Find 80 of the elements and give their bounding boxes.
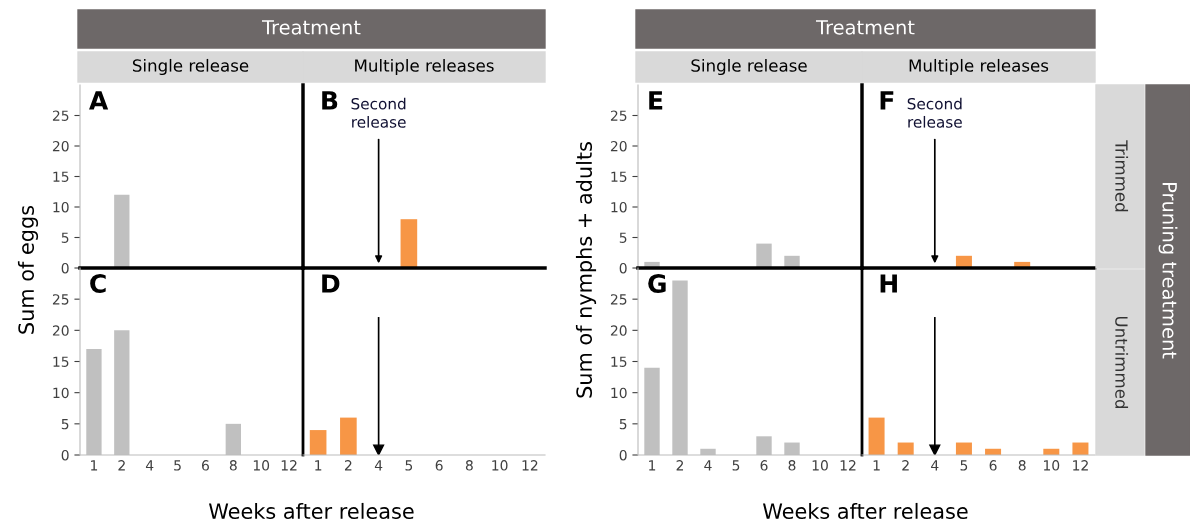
- x-tick-label: 12: [840, 460, 856, 471]
- y-tick-label: 20: [610, 140, 627, 152]
- text: Trimmed: [1115, 140, 1129, 212]
- text: Single release: [691, 58, 807, 76]
- y-tick-label: 25: [610, 110, 627, 121]
- x-tick-label: 1: [315, 460, 322, 471]
- y-tick-label: 25: [52, 110, 69, 121]
- bar: [756, 243, 772, 268]
- x-tick-label: 12: [1073, 460, 1088, 471]
- x-tick-label: 6: [201, 460, 209, 471]
- y-axis-title: Sum of eggs: [17, 205, 39, 334]
- y-tick-label: 20: [52, 325, 69, 336]
- text: Multiple releases: [355, 58, 494, 76]
- y-tick-label: 10: [611, 201, 627, 213]
- chart-title: D: [322, 274, 340, 293]
- x-tick-label: 8: [788, 460, 796, 471]
- y-tick-label: 15: [53, 356, 69, 367]
- x-tick-label: 12: [522, 460, 538, 471]
- y-tick-label: 5: [61, 232, 69, 243]
- x-tick-label: 10: [812, 460, 828, 471]
- x-tick-label: 1: [91, 460, 98, 471]
- x-tick-label: 12: [281, 460, 297, 471]
- y-axis-title: Sum of nymphs + adults: [575, 142, 597, 398]
- x-tick-label: 10: [253, 460, 270, 471]
- x-tick-label: 4: [704, 460, 712, 471]
- text: Untrimmed: [1115, 316, 1129, 409]
- y-tick-label: 5: [619, 418, 627, 430]
- x-tick-label: 2: [902, 460, 909, 471]
- chart-title: G: [648, 274, 666, 293]
- x-tick-label: 10: [492, 460, 508, 471]
- x-tick-label: 4: [374, 460, 383, 471]
- y-tick-label: 0: [619, 262, 627, 274]
- y-tick-label: 5: [619, 232, 627, 243]
- x-tick-label: 2: [344, 460, 352, 471]
- chart-title: F: [880, 91, 894, 110]
- y-tick-label: 0: [619, 449, 627, 461]
- y-tick-label: 0: [61, 262, 69, 274]
- x-tick-label: 2: [118, 460, 125, 471]
- x-tick-label: 5: [960, 460, 968, 471]
- x-tick-label: 10: [1044, 460, 1060, 471]
- text: Pruning treatment: [1158, 183, 1178, 359]
- y-tick-label: 10: [53, 387, 69, 399]
- chart-title: H: [880, 274, 897, 293]
- y-tick-label: 10: [53, 201, 69, 213]
- chart-title: C: [90, 274, 106, 293]
- chart-title: A: [89, 91, 109, 110]
- x-tick-label: 8: [1018, 460, 1026, 471]
- x-tick-label: 8: [465, 460, 473, 471]
- y-tick-label: 15: [611, 356, 627, 367]
- y-tick-label: 25: [52, 294, 69, 305]
- x-tick-label: 5: [732, 460, 740, 471]
- y-tick-label: 15: [611, 171, 627, 182]
- y-tick-label: 0: [61, 449, 69, 461]
- x-tick-label: 6: [760, 460, 768, 471]
- y-tick-label: 5: [61, 418, 69, 430]
- x-tick-label: 1: [649, 460, 656, 471]
- y-tick-label: 25: [610, 294, 627, 305]
- x-tick-label: 5: [174, 460, 181, 471]
- y-tick-label: 15: [53, 171, 69, 182]
- text: Treatment: [261, 20, 361, 35]
- x-axis-title: Weeks after release: [208, 502, 414, 520]
- x-axis-title: Weeks after release: [762, 502, 968, 520]
- y-tick-label: 10: [611, 387, 627, 399]
- x-tick-label: 2: [676, 460, 684, 471]
- x-tick-label: 8: [229, 460, 237, 471]
- x-tick-label: 6: [989, 460, 997, 471]
- chart-title: E: [649, 91, 663, 110]
- x-tick-label: 4: [145, 460, 154, 471]
- y-tick-label: 20: [52, 140, 69, 152]
- x-tick-label: 6: [435, 460, 443, 471]
- chart-title: B: [322, 91, 338, 110]
- x-tick-label: 5: [405, 460, 413, 471]
- y-tick-label: 20: [610, 325, 627, 336]
- annotation: Second release: [907, 97, 962, 128]
- x-tick-label: 1: [873, 460, 880, 471]
- annotation: Second release: [351, 97, 406, 128]
- text: Single release: [132, 58, 249, 76]
- text: Multiple releases: [909, 58, 1049, 76]
- x-tick-label: 4: [931, 460, 939, 471]
- text: Treatment: [815, 20, 915, 35]
